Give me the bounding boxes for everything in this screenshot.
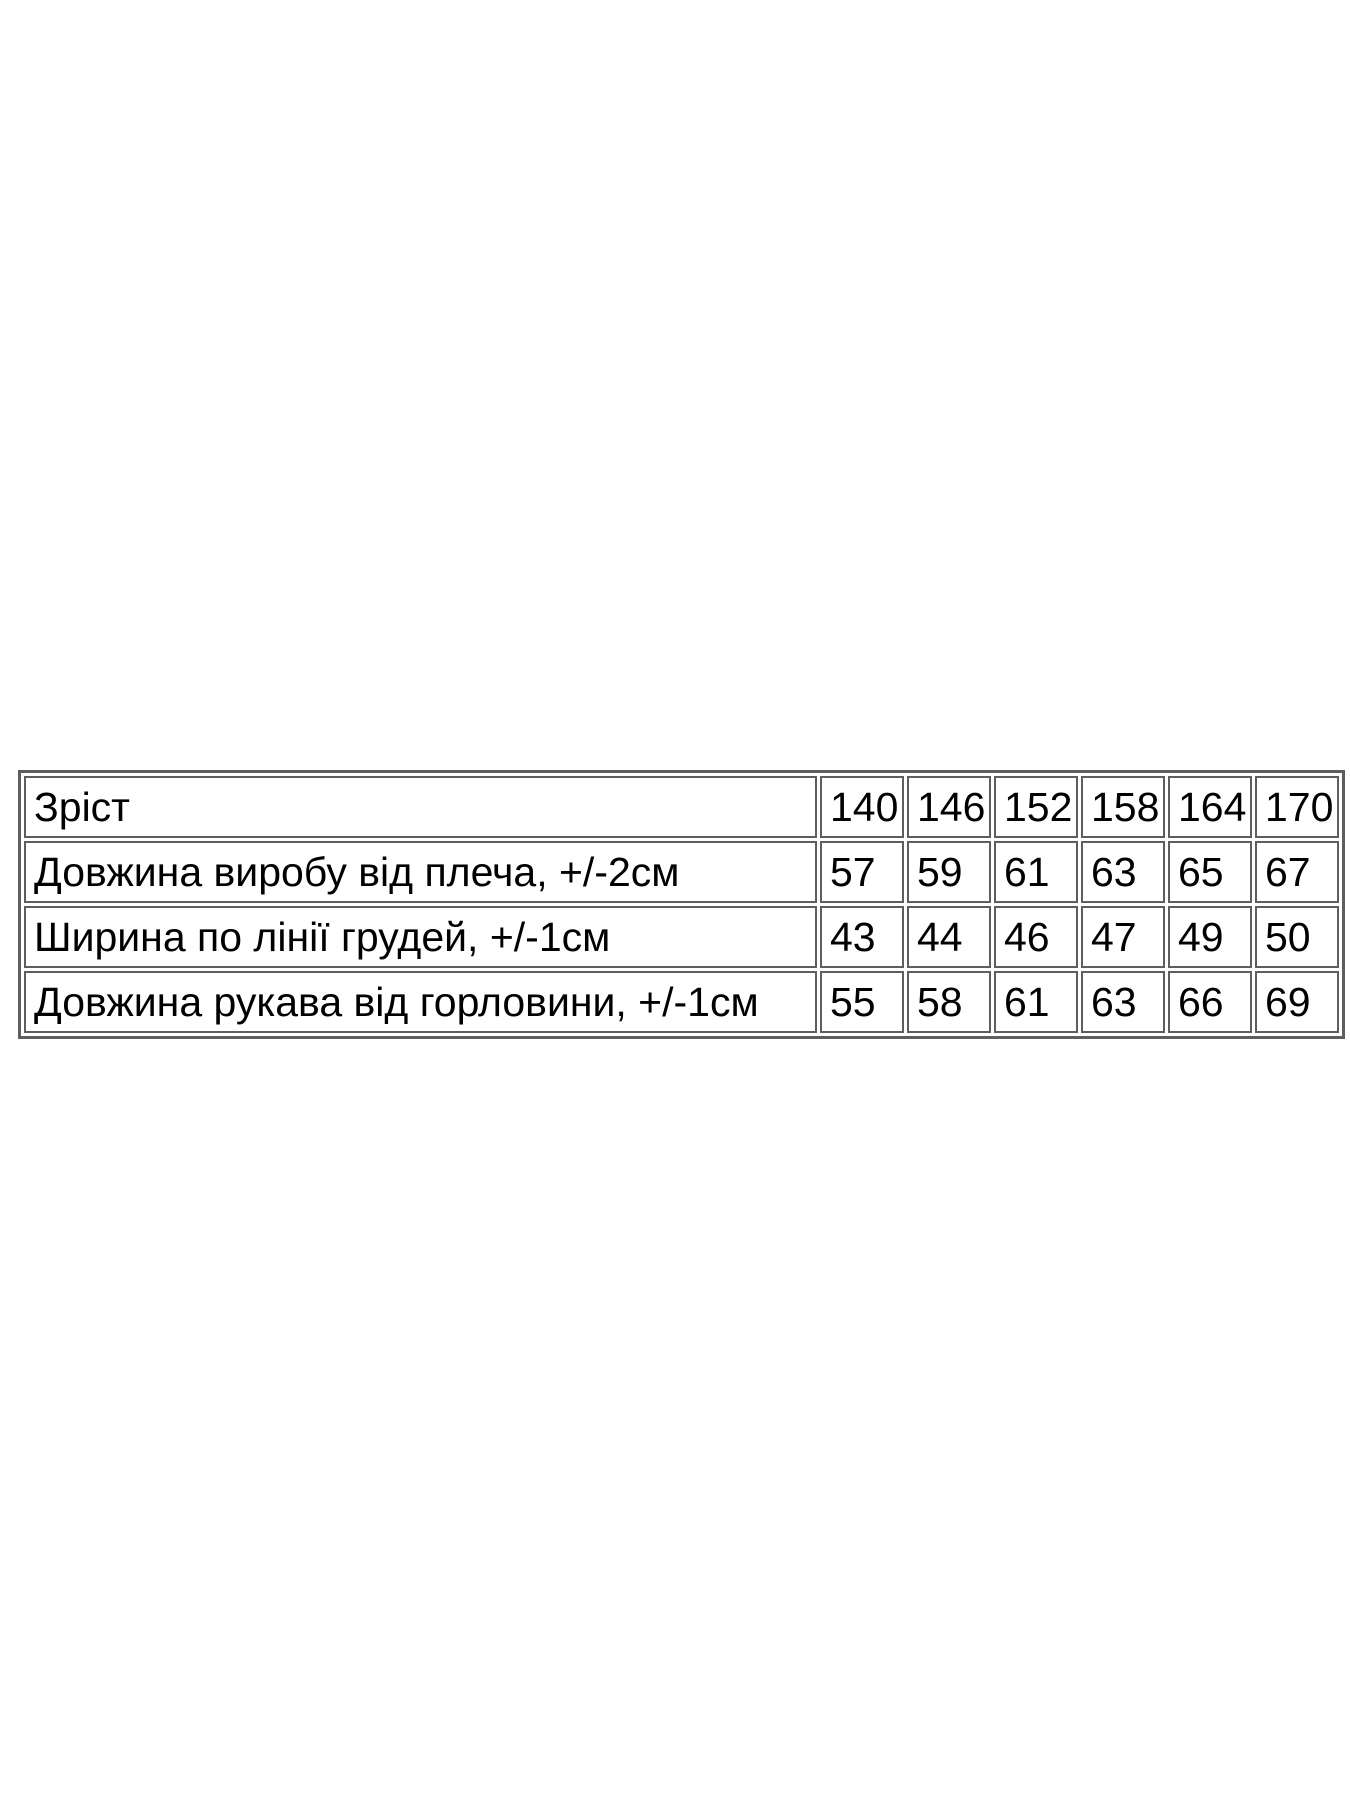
measurement-value: 47 [1081, 906, 1165, 968]
measurement-value: 50 [1255, 906, 1339, 968]
measurement-value: 55 [820, 971, 904, 1033]
header-size-value: 146 [907, 776, 991, 838]
header-size-value: 164 [1168, 776, 1252, 838]
measurement-value: 59 [907, 841, 991, 903]
size-chart-container: Зріст 140 146 152 158 164 170 Довжина ви… [18, 770, 1345, 1039]
measurement-value: 58 [907, 971, 991, 1033]
measurement-value: 46 [994, 906, 1078, 968]
size-chart-table: Зріст 140 146 152 158 164 170 Довжина ви… [18, 770, 1345, 1039]
measurement-value: 67 [1255, 841, 1339, 903]
measurement-value: 66 [1168, 971, 1252, 1033]
header-size-value: 152 [994, 776, 1078, 838]
header-size-value: 158 [1081, 776, 1165, 838]
measurement-value: 69 [1255, 971, 1339, 1033]
measurement-value: 61 [994, 841, 1078, 903]
header-label-height: Зріст [24, 776, 817, 838]
table-row-sleeve-length: Довжина рукава від горловини, +/-1см 55 … [24, 971, 1339, 1033]
measurement-value: 44 [907, 906, 991, 968]
header-size-value: 140 [820, 776, 904, 838]
measurement-value: 63 [1081, 841, 1165, 903]
table-header-row: Зріст 140 146 152 158 164 170 [24, 776, 1339, 838]
table-row-product-length: Довжина виробу від плеча, +/-2см 57 59 6… [24, 841, 1339, 903]
measurement-value: 61 [994, 971, 1078, 1033]
measurement-label: Довжина виробу від плеча, +/-2см [24, 841, 817, 903]
header-size-value: 170 [1255, 776, 1339, 838]
measurement-value: 49 [1168, 906, 1252, 968]
measurement-label: Довжина рукава від горловини, +/-1см [24, 971, 817, 1033]
table-row-chest-width: Ширина по лінії грудей, +/-1см 43 44 46 … [24, 906, 1339, 968]
measurement-value: 65 [1168, 841, 1252, 903]
measurement-label: Ширина по лінії грудей, +/-1см [24, 906, 817, 968]
measurement-value: 57 [820, 841, 904, 903]
measurement-value: 43 [820, 906, 904, 968]
measurement-value: 63 [1081, 971, 1165, 1033]
